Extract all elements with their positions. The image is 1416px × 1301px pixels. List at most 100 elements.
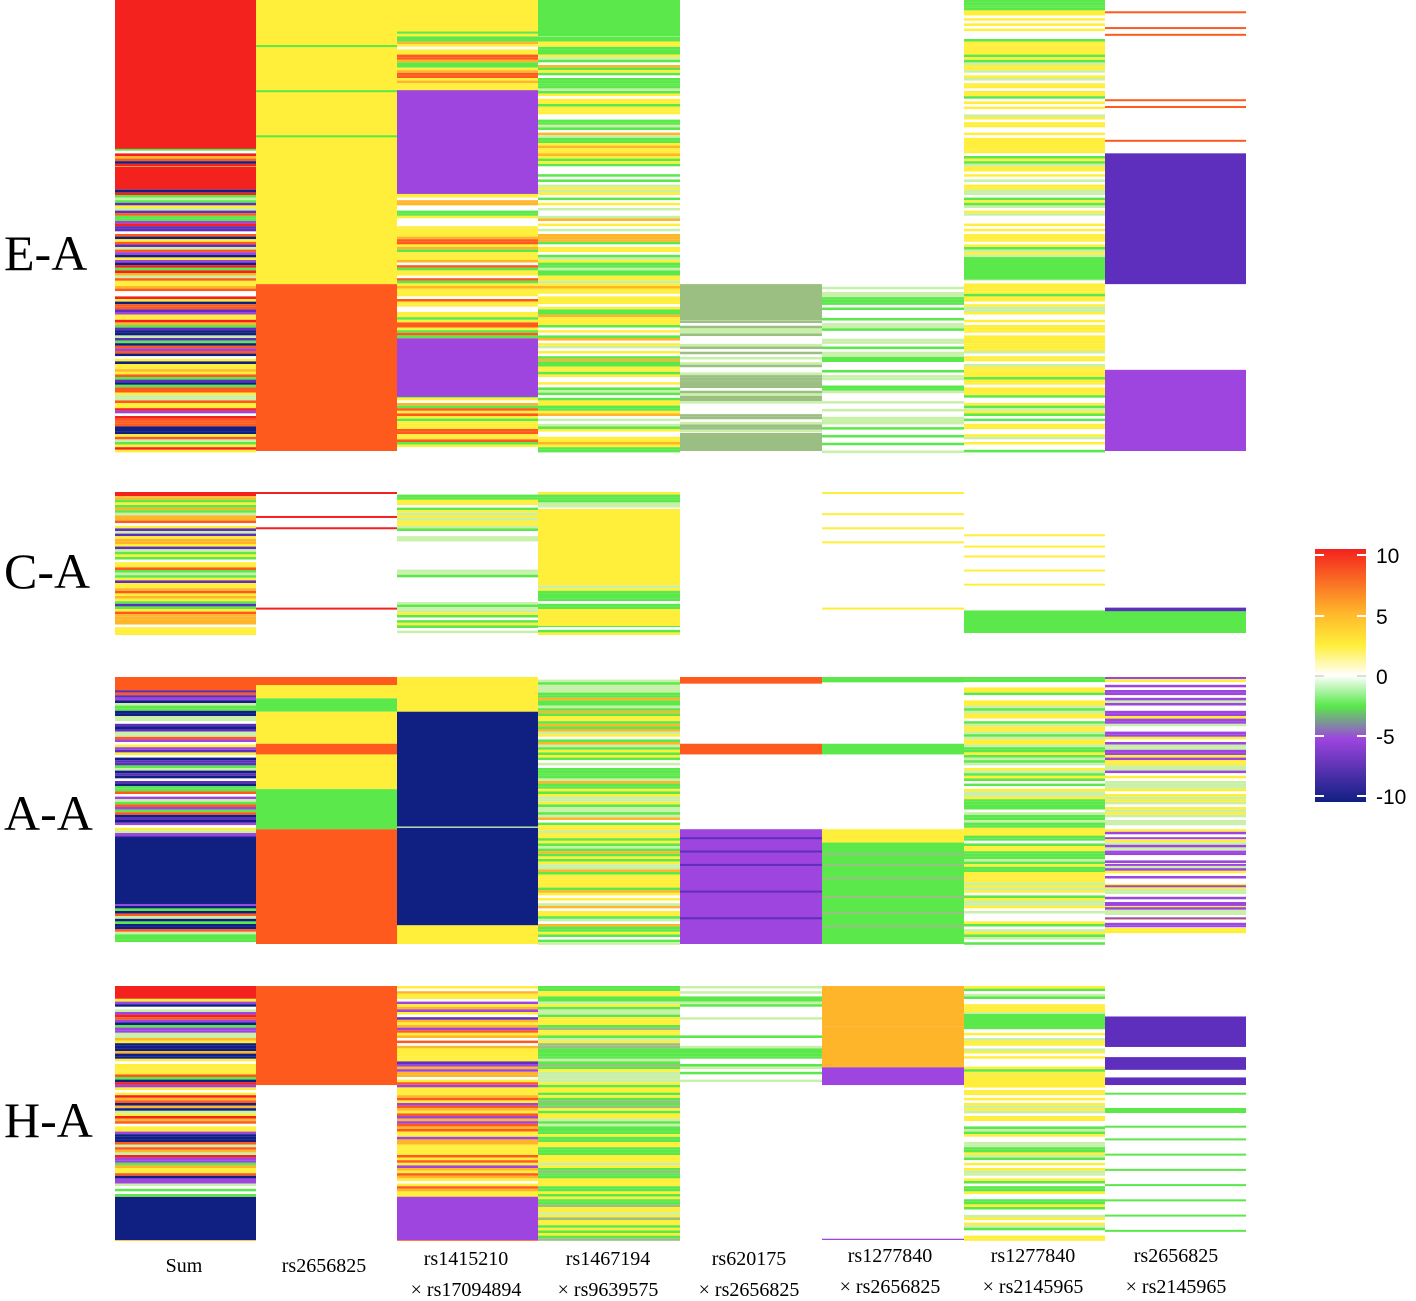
heatmap-cell-c-a-c1-line: [256, 492, 397, 494]
heatmap-cell-e-a-c3-stripe: [538, 377, 680, 380]
heatmap-cell-e-a-c6-stripe: [964, 221, 1105, 224]
heatmap-cell-e-a-c2-stripe: [397, 273, 538, 276]
heatmap-cell-h-a-c6-stripe: [964, 1126, 1105, 1129]
heatmap-cell-a-a-c7-stripe: [1105, 809, 1246, 813]
heatmap-cell-h-a-c7-block: [1105, 1107, 1246, 1113]
heatmap-cell-e-a-c6-stripe: [964, 293, 1105, 297]
heatmap-cell-h-a-c4-stripe: [680, 988, 822, 992]
heatmap-cell-h-a-c2-stripe: [397, 1092, 538, 1096]
heatmap-cell-a-a-c7-stripe: [1105, 842, 1246, 845]
heatmap-cell-e-a-c5-stripe: [822, 403, 964, 407]
heatmap-cell-c-a-c3-stripe: [538, 583, 680, 586]
heatmap-cell-a-a-c6-stripe: [964, 690, 1105, 693]
heatmap-cell-c-a-c6-line: [964, 569, 1105, 572]
heatmap-cell-a-a-c3-stripe: [538, 942, 680, 945]
heatmap-cell-a-a-c7-stripe: [1105, 713, 1246, 716]
heatmap-cell-h-a-c3-stripe: [538, 1045, 680, 1049]
heatmap-cell-h-a-c2-stripe: [397, 1129, 538, 1132]
heatmap-cell-e-a-c3-stripe: [538, 405, 680, 409]
heatmap-cell-e-a-c4-block: [680, 432, 822, 451]
heatmap-cell-a-a-c3-stripe: [538, 866, 680, 870]
heatmap-cell-e-a-c5-stripe: [822, 289, 964, 292]
heatmap-cell-c-a-c0-stripe: [115, 544, 256, 547]
heatmap-cell-e-a-c2-stripe: [397, 75, 538, 78]
heatmap-cell-e-a-c6-stripe: [964, 371, 1105, 375]
heatmap-cell-h-a-c2-block: [397, 1196, 538, 1240]
heatmap-cell-e-a-c0-stripe: [115, 317, 256, 320]
heatmap-cell-e-a-c6-stripe: [964, 291, 1105, 294]
heatmap-cell-e-a-c0-stripe: [115, 200, 256, 203]
heatmap-cell-e-a-c3-stripe: [538, 62, 680, 65]
heatmap-cell-e-a-c6-stripe: [964, 234, 1105, 237]
heatmap-cell-a-a-c0-stripe: [115, 749, 256, 753]
heatmap-cell-e-a-c0-stripe: [115, 265, 256, 268]
heatmap-cell-e-a-c5-stripe: [822, 284, 964, 287]
heatmap-cell-e-a-c6-block: [964, 257, 1105, 280]
heatmap-cell-c-a-c0-stripe: [115, 598, 256, 602]
heatmap-cell-a-a-c0-block: [115, 677, 256, 691]
heatmap-cell-e-a-c0-stripe: [115, 327, 256, 331]
heatmap-cell-h-a-c2-stripe: [397, 1118, 538, 1122]
heatmap-cell-e-a-c0-stripe: [115, 379, 256, 383]
heatmap-cell-e-a-c0-stripe: [115, 338, 256, 341]
heatmap-cell-e-a-c2-stripe: [397, 54, 538, 58]
heatmap-cell-e-a-c2-stripe: [397, 421, 538, 424]
heatmap-cell-c-a-c3-stripe: [538, 585, 680, 589]
color-legend: 10 5 0 -5 -10: [1315, 545, 1406, 809]
heatmap-cell-a-a-c6-stripe: [964, 812, 1105, 815]
heatmap-cell-e-a-c3-stripe: [538, 314, 680, 318]
heatmap-cell-e-a-c3-stripe: [538, 371, 680, 375]
heatmap-cell-c-a-c2-stripe: [397, 497, 538, 500]
heatmap-cell-e-a-c2-stripe: [397, 265, 538, 268]
heatmap-cell-e-a-c0-stripe: [115, 213, 256, 216]
heatmap-cell-e-a-c6-stripe: [964, 392, 1105, 396]
heatmap-cell-e-a-c6-stripe: [964, 366, 1105, 370]
heatmap-cell-h-a-c2-stripe: [397, 1136, 538, 1140]
heatmap-cell-a-a-c7-stripe: [1105, 796, 1246, 800]
heatmap-cell-h-a-c2-stripe: [397, 1079, 538, 1083]
heatmap-cell-a-a-c6-stripe: [964, 814, 1105, 818]
heatmap-cell-e-a-c3-stripe: [538, 392, 680, 396]
heatmap-cell-a-a-c3-stripe: [538, 783, 680, 787]
heatmap-cell-e-a-c2-stripe: [397, 322, 538, 325]
heatmap-cell-e-a-c6-stripe: [964, 166, 1105, 169]
heatmap-cell-h-a-c6-stripe: [964, 1170, 1105, 1174]
heatmap-cell-h-a-c2-stripe: [397, 1173, 538, 1176]
heatmap-cell-a-a-c0-stripe: [115, 781, 256, 784]
heatmap-cell-e-a-c0-stripe: [115, 278, 256, 281]
heatmap-cell-e-a-c3-stripe: [538, 374, 680, 377]
heatmap-cell-h-a-c6-stripe: [964, 1157, 1105, 1161]
heatmap-cell-e-a-c0-stripe: [115, 293, 256, 297]
heatmap-cell-h-a-c2-stripe: [397, 1160, 538, 1163]
heatmap-cell-c-a-c5-line: [822, 607, 964, 610]
heatmap-cell-e-a-c0-stripe: [115, 340, 256, 344]
heatmap-cell-e-a-c3-stripe: [538, 400, 680, 403]
heatmap-cell-e-a-c6-stripe: [964, 78, 1105, 81]
heatmap-cell-h-a-c3-stripe: [538, 1053, 680, 1057]
heatmap-cell-e-a-c6-stripe: [964, 44, 1105, 47]
heatmap-cell-a-a-c6-stripe: [964, 729, 1105, 732]
heatmap-cell-h-a-c2-stripe: [397, 1082, 538, 1085]
heatmap-cell-e-a-c2-stripe: [397, 429, 538, 432]
heatmap-cell-e-a-c0-stripe: [115, 228, 256, 232]
heatmap-cell-a-a-c6-stripe: [964, 853, 1105, 857]
heatmap-cell-e-a-c0-stripe: [115, 226, 256, 229]
heatmap-cell-h-a-c3-stripe: [538, 1009, 680, 1012]
heatmap-cell-a-a-c3-stripe: [538, 937, 680, 940]
column-label-rs1277840b-line1: rs1277840: [991, 1245, 1075, 1267]
heatmap-cell-h-a-c6-stripe: [964, 1123, 1105, 1127]
heatmap-cell-e-a-c2-block: [397, 338, 538, 397]
heatmap-cell-h-a-c7-line: [1105, 1125, 1246, 1128]
heatmap-cell-h-a-c3-stripe: [538, 1136, 680, 1140]
heatmap-cell-e-a-c6-stripe: [964, 161, 1105, 164]
heatmap-cell-h-a-c3-stripe: [538, 1152, 680, 1155]
heatmap-cell-a-a-c0-stripe: [115, 809, 256, 813]
heatmap-cell-e-a-c2-stripe: [397, 67, 538, 71]
heatmap-cell-h-a-c4-stripe: [680, 1074, 822, 1077]
heatmap-cell-a-a-c3-stripe: [538, 716, 680, 719]
heatmap-cell-c-a-c1-line: [256, 607, 397, 610]
heatmap-cell-e-a-c5-stripe: [822, 315, 964, 318]
heatmap-cell-e-a-c2-stripe: [397, 257, 538, 260]
heatmap-cell-a-a-c3-stripe: [538, 773, 680, 776]
heatmap-cell-e-a-c5-stripe: [822, 310, 964, 313]
